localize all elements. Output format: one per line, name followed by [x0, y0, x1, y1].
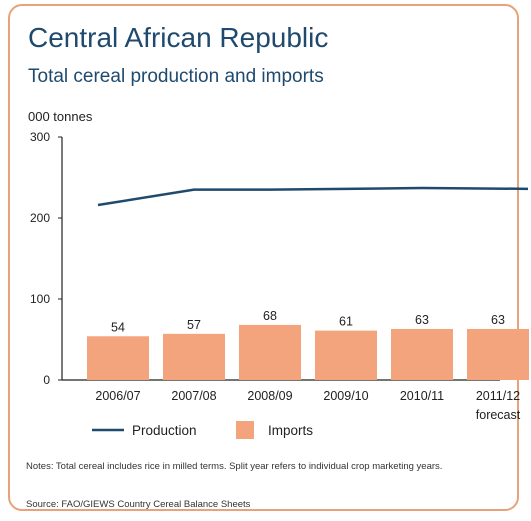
imports-data-label: 68 — [263, 309, 277, 323]
chart-subtitle: Total cereal production and imports — [28, 66, 324, 87]
x-tick-label: 2010/11 — [400, 389, 444, 403]
x-tick-label: 2008/09 — [247, 389, 292, 403]
x-tick-label: 2007/08 — [171, 389, 216, 403]
imports-data-label: 63 — [491, 313, 505, 327]
chart-source: Source: FAO/GIEWS Country Cereal Balance… — [26, 499, 251, 510]
chart-title: Central African Republic — [28, 22, 329, 53]
x-tick-label: 2009/10 — [323, 389, 368, 403]
production-line — [97, 186, 529, 207]
imports-data-label: 54 — [111, 320, 125, 334]
imports-bar — [163, 333, 225, 380]
x-tick-label: 2011/12 — [476, 389, 520, 403]
imports-bar — [239, 324, 301, 380]
imports-data-label: 61 — [339, 315, 353, 329]
legend-imports-swatch — [236, 421, 254, 439]
imports-bar — [87, 336, 149, 380]
imports-data-label: 57 — [187, 318, 201, 332]
imports-bar — [467, 328, 529, 380]
x-tick-sublabel: forecast — [476, 408, 521, 422]
chart-notes: Notes: Total cereal includes rice in mil… — [26, 461, 443, 472]
y-tick-label: 100 — [30, 292, 50, 306]
y-axis-unit-label: 000 tonnes — [28, 109, 93, 124]
imports-data-label: 63 — [415, 313, 429, 327]
legend-production-label: Production — [132, 423, 197, 438]
imports-bar — [391, 328, 453, 380]
y-tick-label: 0 — [43, 373, 50, 387]
chart-card — [8, 4, 519, 511]
x-tick-label: 2006/07 — [95, 389, 140, 403]
imports-bar — [315, 330, 377, 380]
y-tick-label: 200 — [30, 211, 50, 225]
y-tick-label: 300 — [30, 130, 50, 144]
legend-imports-label: Imports — [268, 423, 313, 438]
